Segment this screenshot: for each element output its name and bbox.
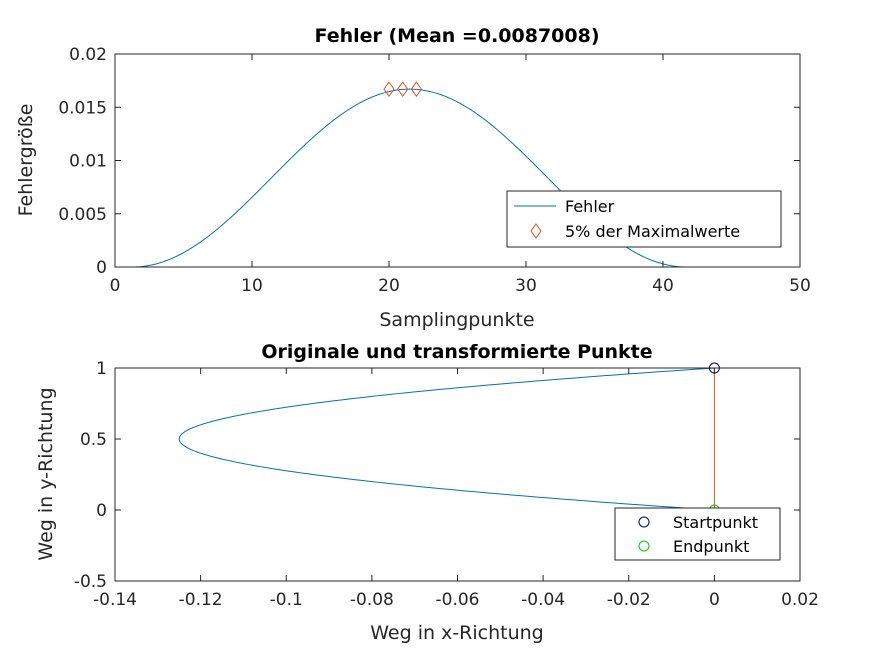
error-plot-ytick-label: 0.02 xyxy=(69,45,107,65)
error-plot-title: Fehler (Mean =0.0087008) xyxy=(314,25,599,47)
error-plot-xlabel: Samplingpunkte xyxy=(379,309,534,331)
points-plot-series-line-0 xyxy=(178,367,715,511)
error-plot-xtick-label: 40 xyxy=(652,276,674,296)
legend-label-endpunkt: Endpunkt xyxy=(673,537,749,556)
points-plot-xtick-label: -0.04 xyxy=(521,590,565,610)
points-plot-ytick-label: 1 xyxy=(96,359,107,379)
points-plot-ytick-label: 0 xyxy=(96,501,107,521)
error-plot-xtick-label: 0 xyxy=(110,276,121,296)
legend-label-startpunkt: Startpunkt xyxy=(673,513,758,532)
points-plot-xtick-label: -0.1 xyxy=(270,590,303,610)
points-plot-xtick-label: 0 xyxy=(709,590,720,610)
legend-label-fehler: Fehler xyxy=(565,197,615,216)
points-plot-ticks: -0.14 -0.12 -0.1 -0.08 -0.06 -0.04 -0.02 0 0.02 -… xyxy=(74,359,819,610)
error-plot-diamond-marker xyxy=(397,81,409,98)
legend-label-maximalwerte: 5% der Maximalwerte xyxy=(565,222,740,241)
error-plot-ytick-label: 0.015 xyxy=(58,98,107,118)
error-plot-diamond-marker xyxy=(383,81,395,98)
points-plot-legend: Startpunkt Endpunkt xyxy=(614,507,781,561)
error-plot-ytick-label: 0.01 xyxy=(69,152,107,172)
points-plot-xtick-label: -0.14 xyxy=(93,590,137,610)
points-plot-xtick-label: -0.12 xyxy=(179,590,223,610)
points-plot-xtick-label: -0.06 xyxy=(436,590,480,610)
points-legend-box xyxy=(614,507,781,561)
error-plot-diamond-marker xyxy=(410,81,423,98)
error-plot-xtick-label: 20 xyxy=(378,276,400,296)
legend-marker-endpunkt xyxy=(638,540,650,552)
error-plot-xtick-label: 30 xyxy=(515,276,537,296)
points-plot: -0.14 -0.12 -0.1 -0.08 -0.06 -0.04 -0.02 0 0.02 -… xyxy=(35,341,819,644)
points-plot-xlabel: Weg in x-Richtung xyxy=(370,622,544,644)
error-plot-ticks: 0 10 20 30 40 50 0 0.005 0.01 0.015 0.02 xyxy=(58,45,810,296)
points-plot-ylabel: Weg in y-Richtung xyxy=(35,387,57,560)
points-plot-xtick-label: -0.08 xyxy=(350,590,394,610)
points-plot-title: Originale und transformierte Punkte xyxy=(261,341,652,363)
points-plot-ytick-label: -0.5 xyxy=(74,572,107,592)
error-plot-legend: Fehler 5% der Maximalwerte xyxy=(506,190,782,248)
points-plot-xtick-label: 0.02 xyxy=(781,590,819,610)
error-plot-xtick-label: 50 xyxy=(789,276,811,296)
points-plot-xtick-label: -0.02 xyxy=(607,590,651,610)
error-plot: 0 10 20 30 40 50 0 0.005 0.01 0.015 0.02 Fehler (M… xyxy=(15,25,811,331)
error-plot-xtick-label: 10 xyxy=(241,276,263,296)
legend-marker-startpunkt xyxy=(638,516,650,528)
error-plot-ytick-label: 0 xyxy=(96,258,107,278)
error-plot-ylabel: Fehlergröße xyxy=(15,104,37,217)
error-legend-box xyxy=(506,190,782,248)
points-plot-ytick-label: 0.5 xyxy=(80,430,107,450)
error-plot-ytick-label: 0.005 xyxy=(58,205,107,225)
legend-marker-maximalwerte xyxy=(530,223,542,239)
